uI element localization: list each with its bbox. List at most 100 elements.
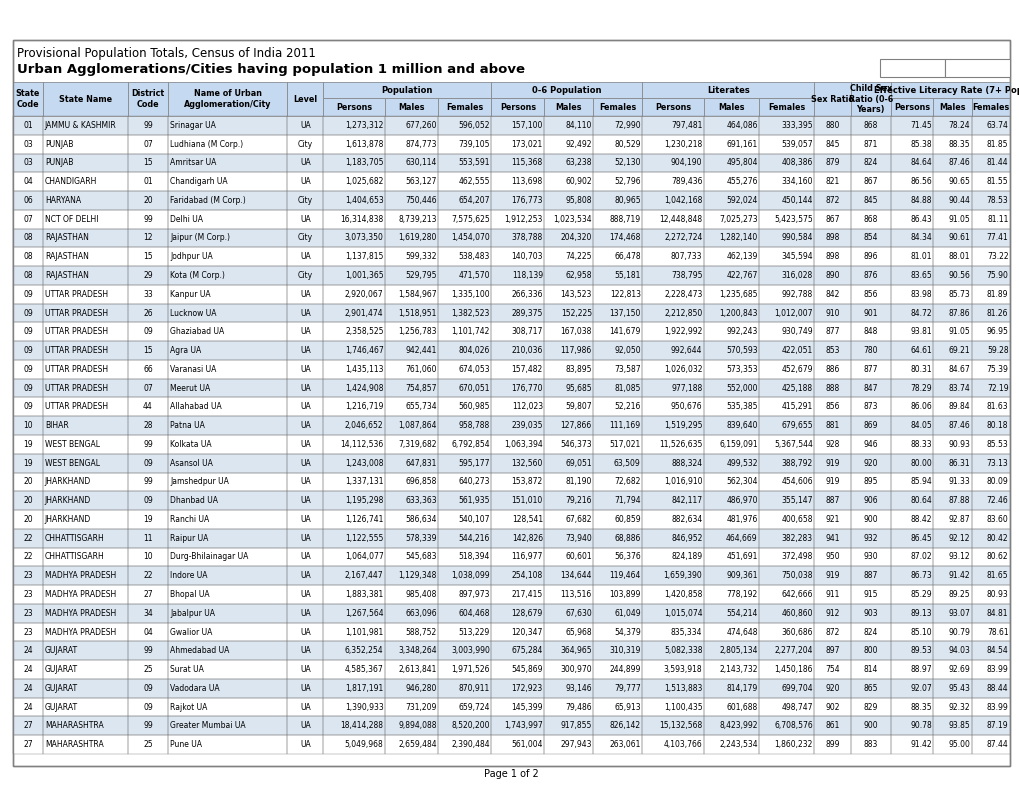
- Bar: [703, 266, 758, 285]
- Text: 911: 911: [824, 590, 839, 599]
- Text: 6,159,091: 6,159,091: [718, 440, 757, 449]
- Bar: [168, 416, 287, 435]
- Text: 88.33: 88.33: [909, 440, 931, 449]
- Bar: [323, 529, 384, 548]
- Bar: [813, 154, 850, 173]
- Text: Ranchi UA: Ranchi UA: [170, 515, 209, 524]
- Text: 679,655: 679,655: [781, 421, 812, 430]
- Text: Asansol UA: Asansol UA: [170, 459, 213, 467]
- Bar: [384, 154, 438, 173]
- Text: 84.64: 84.64: [909, 158, 931, 167]
- Bar: [13, 510, 1009, 529]
- Text: 94.03: 94.03: [948, 646, 969, 656]
- Bar: [323, 98, 384, 116]
- Text: State
Code: State Code: [15, 89, 40, 109]
- Bar: [890, 529, 932, 548]
- Text: 143,523: 143,523: [559, 290, 591, 299]
- Bar: [813, 173, 850, 191]
- Bar: [13, 660, 1009, 679]
- Bar: [758, 491, 813, 510]
- Bar: [703, 435, 758, 454]
- Text: 99: 99: [143, 721, 153, 730]
- Text: 73,587: 73,587: [613, 365, 640, 374]
- Bar: [544, 285, 593, 303]
- Bar: [127, 491, 168, 510]
- Text: 95.43: 95.43: [948, 684, 969, 693]
- Text: 1,025,682: 1,025,682: [344, 177, 383, 186]
- Text: 99: 99: [143, 214, 153, 224]
- Text: 2,805,134: 2,805,134: [718, 646, 757, 656]
- Bar: [813, 435, 850, 454]
- Bar: [491, 341, 544, 360]
- Text: 915: 915: [863, 590, 877, 599]
- Bar: [890, 173, 932, 191]
- Text: 1,016,910: 1,016,910: [663, 478, 702, 486]
- Bar: [544, 585, 593, 604]
- Text: 2,046,652: 2,046,652: [344, 421, 383, 430]
- Bar: [168, 585, 287, 604]
- Bar: [971, 360, 1009, 379]
- Text: 919: 919: [824, 478, 839, 486]
- Bar: [287, 82, 323, 116]
- Text: 544,216: 544,216: [458, 533, 489, 543]
- Text: 96.95: 96.95: [985, 327, 1008, 336]
- Bar: [971, 135, 1009, 154]
- Text: 1,883,381: 1,883,381: [344, 590, 383, 599]
- Bar: [287, 735, 323, 754]
- Text: 486,970: 486,970: [726, 496, 757, 505]
- Bar: [642, 135, 703, 154]
- Bar: [127, 82, 168, 116]
- Bar: [971, 548, 1009, 567]
- Text: 754,857: 754,857: [405, 384, 436, 392]
- Bar: [13, 322, 43, 341]
- Bar: [13, 454, 1009, 473]
- Text: 73.13: 73.13: [985, 459, 1008, 467]
- Bar: [438, 210, 491, 229]
- Bar: [323, 285, 384, 303]
- Text: 2,277,204: 2,277,204: [773, 646, 812, 656]
- Bar: [13, 697, 43, 716]
- Text: 1,746,467: 1,746,467: [344, 346, 383, 355]
- Bar: [287, 154, 323, 173]
- Text: 09: 09: [23, 346, 33, 355]
- Text: 824,189: 824,189: [671, 552, 702, 562]
- Bar: [384, 191, 438, 210]
- Text: 958,788: 958,788: [459, 421, 489, 430]
- Text: 778,192: 778,192: [726, 590, 757, 599]
- Bar: [491, 716, 544, 735]
- Text: 266,336: 266,336: [511, 290, 542, 299]
- Text: 90.56: 90.56: [948, 271, 969, 280]
- Bar: [593, 116, 642, 135]
- Bar: [384, 266, 438, 285]
- Bar: [593, 697, 642, 716]
- Text: 86.73: 86.73: [909, 571, 931, 580]
- Bar: [438, 135, 491, 154]
- Text: RAJASTHAN: RAJASTHAN: [45, 252, 89, 262]
- Text: 888,324: 888,324: [671, 459, 702, 467]
- Text: 89.84: 89.84: [948, 403, 969, 411]
- Text: PUNJAB: PUNJAB: [45, 139, 73, 149]
- Bar: [850, 116, 890, 135]
- Text: 90.93: 90.93: [948, 440, 969, 449]
- Text: City: City: [298, 196, 313, 205]
- Text: 1,659,390: 1,659,390: [663, 571, 702, 580]
- Text: 204,320: 204,320: [559, 233, 591, 243]
- Bar: [287, 548, 323, 567]
- Bar: [287, 266, 323, 285]
- Bar: [642, 210, 703, 229]
- Text: 1,042,168: 1,042,168: [663, 196, 702, 205]
- Bar: [642, 98, 703, 116]
- Bar: [890, 154, 932, 173]
- Bar: [323, 473, 384, 491]
- Bar: [758, 285, 813, 303]
- Text: 93,146: 93,146: [565, 684, 591, 693]
- Bar: [384, 229, 438, 247]
- Text: 334,160: 334,160: [781, 177, 812, 186]
- Text: 529,795: 529,795: [405, 271, 436, 280]
- Text: 1,122,555: 1,122,555: [344, 533, 383, 543]
- Text: 172,923: 172,923: [512, 684, 542, 693]
- Bar: [491, 641, 544, 660]
- Text: 596,052: 596,052: [458, 121, 489, 130]
- Bar: [813, 191, 850, 210]
- Bar: [544, 135, 593, 154]
